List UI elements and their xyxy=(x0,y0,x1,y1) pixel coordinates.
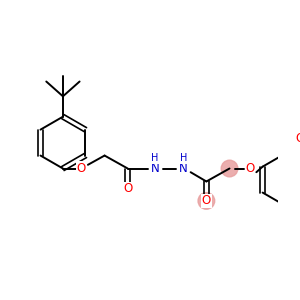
Text: N: N xyxy=(179,162,188,175)
Text: H: H xyxy=(181,153,188,163)
Circle shape xyxy=(221,160,238,177)
Text: O: O xyxy=(245,162,254,175)
Text: N: N xyxy=(151,162,160,175)
Circle shape xyxy=(198,193,215,209)
Text: H: H xyxy=(151,153,158,163)
Text: O: O xyxy=(295,132,300,146)
Text: O: O xyxy=(123,182,132,195)
Text: O: O xyxy=(77,162,86,175)
Text: O: O xyxy=(202,194,211,207)
